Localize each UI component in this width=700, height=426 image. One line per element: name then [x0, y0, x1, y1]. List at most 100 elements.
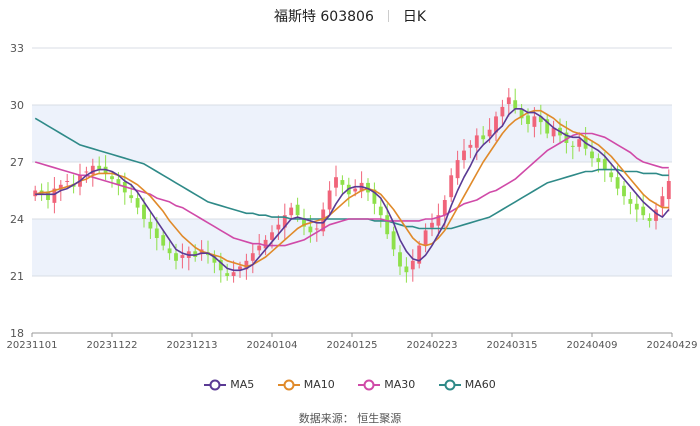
candle-body	[231, 272, 236, 276]
legend-swatch-ma10	[277, 379, 300, 390]
candle-body	[423, 230, 428, 246]
title-separator	[387, 10, 389, 22]
candle-body	[468, 144, 473, 148]
y-tick-label: 27	[10, 156, 24, 169]
candle-body	[90, 165, 95, 175]
candle-body	[129, 195, 134, 199]
data-source: 数据来源： 恒生聚源	[298, 412, 402, 425]
candle-body	[218, 259, 223, 271]
candle-body	[193, 251, 198, 257]
y-tick-label: 21	[10, 270, 24, 283]
candle-body	[545, 119, 550, 134]
candle-body	[321, 209, 326, 232]
candle-body	[97, 165, 102, 170]
candle-body	[474, 135, 479, 148]
candle-body	[161, 235, 166, 246]
legend-label-ma10: MA10	[303, 378, 335, 391]
x-tick-label: 20240223	[407, 340, 458, 351]
candle-body	[65, 181, 70, 182]
candle-body	[295, 204, 300, 216]
candle-body	[282, 215, 287, 228]
x-tick-label: 20240315	[487, 340, 538, 351]
candle-body	[366, 182, 370, 193]
candle-body	[532, 116, 537, 127]
y-tick-label: 33	[10, 42, 24, 55]
y-tick-label: 30	[10, 99, 24, 112]
candle-body	[609, 172, 614, 178]
legend-swatch-ma30	[358, 379, 381, 390]
x-tick-label: 20240409	[567, 340, 618, 351]
grid-band	[32, 219, 672, 276]
candle-body	[180, 255, 185, 258]
candle-body	[314, 228, 319, 230]
candle-body	[257, 245, 262, 251]
chart-title: 福斯特 603806 日K	[0, 6, 700, 26]
candle-body	[494, 116, 498, 133]
candle-body	[289, 207, 294, 216]
y-tick-label: 24	[10, 213, 24, 226]
candle-body	[449, 175, 454, 198]
candle-body	[270, 232, 274, 240]
candle-body	[385, 215, 390, 235]
x-tick-label: 20231122	[87, 340, 138, 351]
y-tick-label: 18	[10, 327, 24, 340]
candle-body	[596, 158, 601, 162]
candle-body	[622, 185, 626, 197]
x-tick-label: 20240104	[247, 340, 298, 351]
candle-body	[410, 260, 415, 270]
legend-label-ma60: MA60	[464, 378, 496, 391]
candle-body	[398, 252, 402, 267]
candle-body	[551, 127, 556, 137]
candle-body	[327, 190, 332, 210]
candle-body	[148, 221, 153, 229]
candle-body	[666, 181, 671, 200]
candle-body	[430, 222, 434, 228]
candle-body	[212, 255, 217, 263]
candle-body	[647, 218, 652, 221]
candle-body	[46, 191, 50, 200]
candle-body	[526, 115, 530, 124]
candle-body	[628, 199, 633, 204]
candle-body	[238, 266, 242, 270]
candle-body	[244, 260, 249, 270]
x-tick-label: 20240429	[647, 340, 698, 351]
candle-body	[378, 206, 383, 216]
candle-body	[500, 106, 505, 117]
x-tick-label: 20231213	[167, 340, 218, 351]
candle-body	[577, 139, 582, 147]
ma30-line	[34, 132, 669, 247]
legend-item-ma60[interactable]: MA60	[438, 378, 496, 391]
legend-item-ma5[interactable]: MA5	[204, 378, 254, 391]
candle-body	[417, 245, 422, 264]
candle-body	[334, 177, 338, 188]
candle-body	[436, 215, 441, 226]
legend-item-ma30[interactable]: MA30	[358, 378, 415, 391]
candle-body	[481, 135, 486, 140]
candle-body	[404, 266, 409, 273]
candle-body	[519, 108, 524, 119]
ma10-line	[34, 109, 669, 268]
candle-body	[654, 209, 658, 221]
candle-body	[353, 188, 358, 192]
candle-body	[455, 160, 460, 179]
candle-body	[84, 171, 89, 173]
candle-body	[302, 218, 306, 227]
candle-body	[263, 239, 268, 249]
candle-body	[372, 189, 377, 204]
ma5-line	[35, 108, 670, 272]
grid-band	[32, 105, 672, 162]
period-label: 日K	[402, 9, 427, 25]
legend-item-ma10[interactable]: MA10	[277, 378, 335, 391]
candle-body	[590, 151, 594, 159]
x-tick-label: 20240125	[327, 340, 378, 351]
candle-body	[538, 116, 543, 123]
candle-body	[142, 204, 146, 219]
legend-label-ma5: MA5	[230, 378, 255, 391]
candle-body	[174, 253, 178, 261]
candle-body	[641, 206, 646, 216]
candle-body	[110, 176, 114, 180]
x-tick-label: 20231101	[7, 340, 58, 351]
legend-swatch-ma5	[204, 379, 227, 390]
candle-body	[276, 224, 281, 230]
candle-body	[135, 198, 140, 208]
